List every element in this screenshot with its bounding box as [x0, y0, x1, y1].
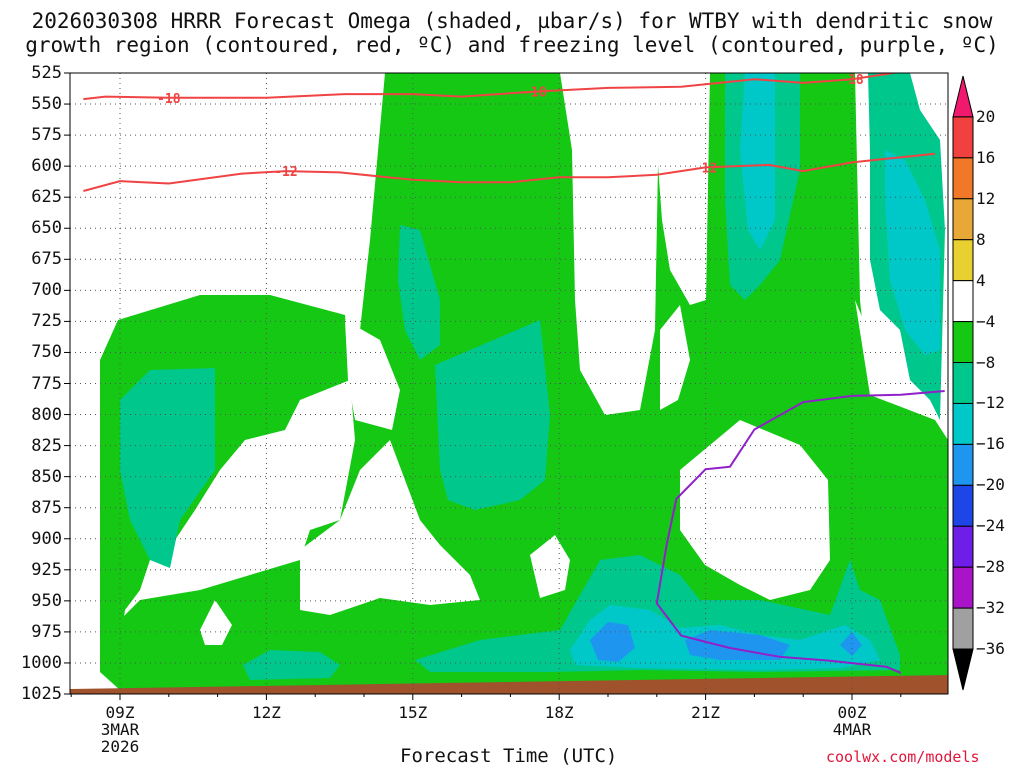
y-tick-label: 1000	[21, 652, 62, 673]
omega-teal	[243, 650, 340, 680]
terrain	[70, 675, 948, 694]
omega-gap	[660, 305, 690, 410]
colorbar-label: −16	[976, 434, 1005, 454]
credit-link[interactable]: coolwx.com/models	[826, 748, 980, 766]
y-tick-label: 725	[31, 311, 62, 332]
contour-label: -18	[523, 86, 547, 101]
colorbar-label: −4	[976, 311, 996, 331]
omega-gap	[300, 440, 480, 615]
omega-cyan	[885, 150, 940, 355]
colorbar-label: 20	[976, 106, 996, 126]
contour-line-dendritic_bottom	[83, 152, 936, 192]
colorbar-band	[952, 402, 974, 445]
y-tick-label: 625	[31, 187, 62, 208]
colorbar	[952, 75, 974, 691]
colorbar-band	[952, 321, 974, 364]
y-tick-label: 575	[31, 125, 62, 146]
omega-blue	[840, 632, 862, 656]
omega-blue	[590, 622, 635, 662]
x-tick-label: 15Z	[398, 703, 428, 722]
omega-gap	[855, 300, 925, 410]
y-tick-label: 850	[31, 466, 62, 487]
contour-line-freezing_level	[655, 390, 945, 674]
x-tick-label: 21Z	[691, 703, 721, 722]
colorbar-band	[952, 484, 974, 527]
x-date-label: 4MAR	[832, 720, 872, 739]
x-tick-label: 00Z	[837, 703, 867, 722]
y-tick-label: 700	[31, 280, 62, 301]
colorbar-label: −24	[976, 516, 1005, 536]
x-tick-label: 09Z	[105, 703, 135, 722]
contours	[83, 73, 945, 674]
contour-labels: -18 -18 -18 -12 -12	[157, 73, 864, 180]
colorbar-band	[952, 116, 974, 159]
omega-teal	[435, 320, 550, 510]
colorbar-label: −32	[976, 598, 1005, 618]
colorbar-label: −20	[976, 475, 1005, 495]
omega-blue	[685, 630, 790, 660]
colorbar-band	[952, 239, 974, 282]
omega-cyan	[740, 73, 775, 250]
y-tick-label: 925	[31, 559, 62, 580]
y-tick-label: 600	[31, 156, 62, 177]
y-tick-label: 525	[31, 63, 62, 83]
x-date-label: 2026	[100, 737, 140, 756]
colorbar-label: 16	[976, 147, 996, 167]
x-tick-label: 18Z	[544, 703, 574, 722]
omega-teal	[398, 225, 440, 360]
grid	[70, 73, 948, 694]
colorbar-band	[952, 648, 974, 691]
y-tick-label: 825	[31, 435, 62, 456]
colorbar-band	[952, 566, 974, 609]
colorbar-band	[952, 157, 974, 200]
y-tick-label: 900	[31, 528, 62, 549]
omega-shading	[70, 73, 948, 694]
x-date-label: 3MAR	[100, 720, 140, 739]
axis-ticks	[64, 72, 902, 700]
y-tick-label: 975	[31, 621, 62, 642]
x-axis-label: Forecast Time (UTC)	[400, 745, 618, 767]
contour-label: -18	[840, 73, 864, 88]
contour-line-dendritic_top	[83, 73, 900, 101]
omega-gap	[680, 420, 830, 600]
colorbar-band	[952, 198, 974, 241]
chart-subtitle: growth region (contoured, red, ºC) and f…	[25, 33, 999, 57]
colorbar-band	[952, 362, 974, 404]
colorbar-band	[952, 443, 974, 486]
omega-gap	[200, 600, 232, 645]
contour-label: -18	[157, 92, 181, 107]
y-tick-label: 750	[31, 342, 62, 363]
y-tick-label: 675	[31, 249, 62, 270]
colorbar-label: −36	[976, 639, 1005, 659]
omega-gap	[530, 535, 570, 598]
colorbar-label: 4	[976, 270, 986, 290]
colorbar-band	[952, 75, 974, 118]
y-tick-label: 875	[31, 497, 62, 518]
colorbar-label: 12	[976, 188, 996, 208]
y-tick-label: 650	[31, 218, 62, 239]
colorbar-label: 8	[976, 229, 986, 249]
y-tick-label: 775	[31, 373, 62, 394]
contour-label: -12	[694, 161, 717, 176]
colorbar-band	[952, 280, 974, 323]
y-tick-label: 1025	[21, 684, 62, 704]
colorbar-band	[952, 607, 974, 650]
omega-gap	[345, 320, 400, 430]
colorbar-label: −28	[976, 557, 1005, 577]
contour-label: -12	[274, 165, 297, 180]
chart-title: 2026030308 HRRR Forecast Omega (shaded, …	[31, 9, 993, 33]
y-tick-label: 950	[31, 590, 62, 611]
y-tick-label: 550	[31, 94, 62, 115]
omega-area	[100, 320, 118, 668]
colorbar-band	[952, 525, 974, 568]
colorbar-label: −12	[976, 393, 1005, 413]
y-tick-label: 800	[31, 404, 62, 425]
x-tick-label: 12Z	[251, 703, 281, 722]
colorbar-label: −8	[976, 352, 996, 372]
omega-teal	[120, 368, 215, 568]
